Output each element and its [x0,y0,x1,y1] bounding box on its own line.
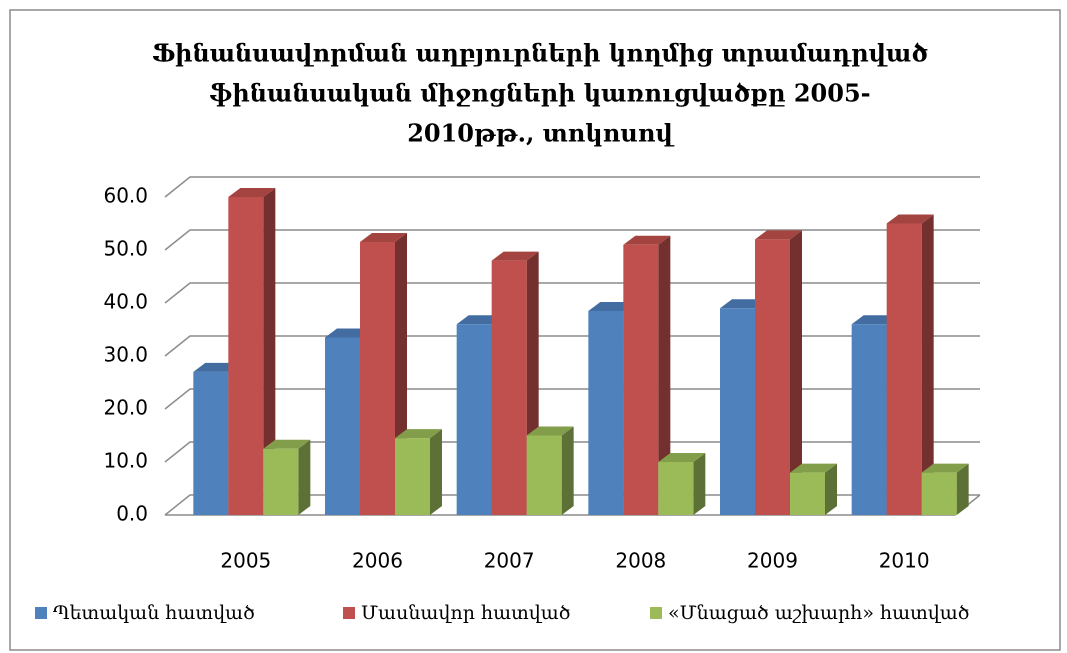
grid-line [164,176,980,198]
bar-top [526,426,574,436]
bar [921,463,969,515]
y-tick-label: 10.0 [103,449,148,473]
x-tick-label: 2009 [747,549,798,573]
bar-top [623,235,671,245]
legend-swatch [343,607,355,619]
y-tick-label: 50.0 [103,237,148,261]
y-tick-label: 40.0 [103,290,148,314]
bar-top [263,439,311,449]
bar [228,188,276,515]
bar-side [298,439,311,515]
bar-front [755,239,790,515]
bar [526,426,574,515]
bar-top [360,233,407,243]
bar-front [623,244,659,515]
bar-front [193,371,229,515]
chart-title: ֆինանսական միջոցների կառուցվածքը 2005- [209,79,870,108]
bar-side [263,188,276,515]
bar [658,453,706,515]
bar-side [693,453,706,515]
grid-line [164,229,980,251]
x-tick-label: 2008 [615,549,666,573]
bar-side [921,214,934,515]
bar-top [228,188,276,197]
bar [263,439,311,515]
legend-label: «Մնացած աշխարհ» հատված [668,602,969,624]
bar-front [263,448,299,515]
y-tick-label: 60.0 [103,184,148,208]
legend-swatch [650,607,662,619]
bar-front [360,242,395,516]
bar-top [658,453,706,462]
x-tick-label: 2007 [484,549,535,573]
bar [755,230,802,515]
bar-side [561,426,574,515]
bar-side [658,235,671,515]
bar [395,429,442,515]
bar-front [886,223,922,515]
x-tick-label: 2010 [879,549,930,573]
bar [790,463,837,515]
bar [886,214,934,515]
bar-top [886,214,934,224]
legend-label: Պետական հատված [53,602,255,624]
bar-front [228,197,264,515]
bar-top [491,251,539,261]
x-tick-label: 2006 [352,549,403,573]
legend-label: Մասնավոր հատված [361,602,570,624]
x-tick-label: 2005 [220,549,271,573]
y-tick-label: 30.0 [103,343,148,367]
bar-front [790,472,825,515]
bar [623,235,671,515]
chart-title: 2010թթ., տոկոսով [407,119,674,148]
bar-side [956,463,969,515]
bar-front [491,260,527,515]
bar-top [790,463,837,473]
bar-side [430,429,442,515]
bar-front [456,324,492,515]
bar-front [921,472,957,515]
bar-front [851,324,887,515]
grid-line [164,282,980,304]
grid-line [164,335,980,357]
y-tick-label: 20.0 [103,396,148,420]
chart-title: Ֆինանսավորման աղբյուրների կողմից տրամադր… [152,39,928,68]
bar-top [921,463,969,473]
bar-side [790,230,802,515]
grid-line [164,494,980,516]
y-tick-label: 0.0 [116,502,148,526]
legend-swatch [35,607,47,619]
bar-side [825,463,837,515]
bar-front [720,308,755,515]
grid-line [164,388,980,410]
grid-line [164,441,980,463]
bar-front [658,462,694,515]
bar-front [325,337,360,515]
bar-front [526,435,562,515]
bar-top [395,429,442,439]
bar-front [588,310,624,515]
bar-front [395,438,430,515]
bar-top [755,230,802,240]
